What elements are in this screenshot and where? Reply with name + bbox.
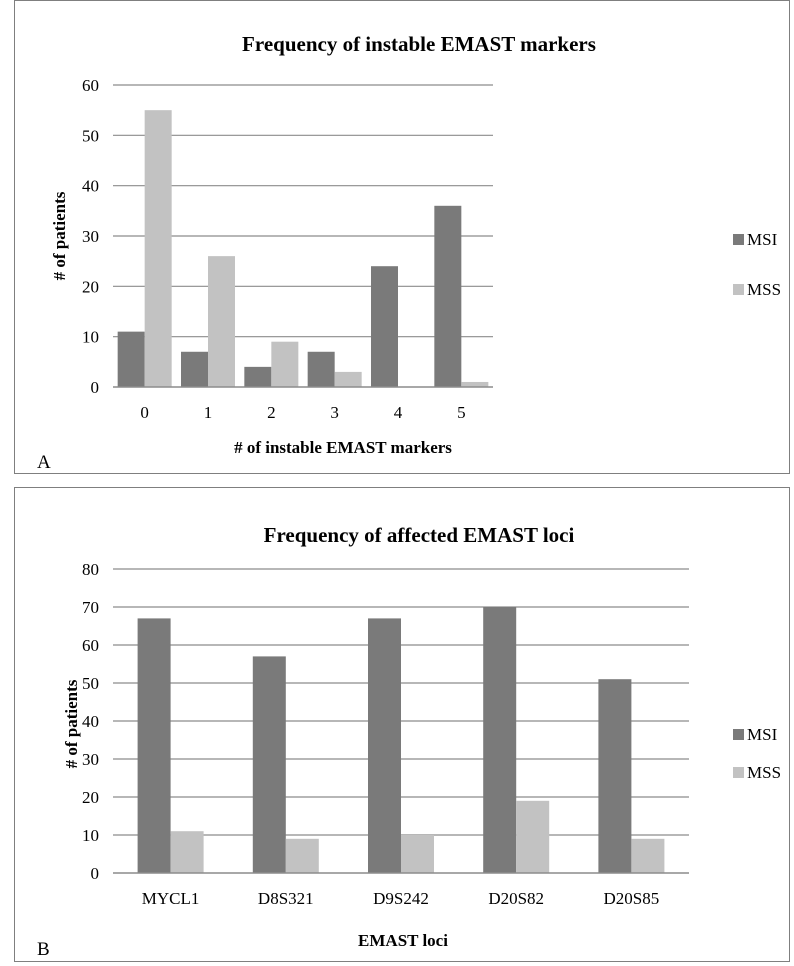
chart-b-bar-msi-d20s85 [598,679,632,873]
chart-a-bar-mss-0 [144,110,172,388]
chart-panel-a: Frequency of instable EMAST markers 0 10 2… [14,0,790,474]
chart-b-x-tick-label: D9S242 [373,889,429,908]
chart-a-y-tick-label: 10 [82,328,99,347]
chart-b-y-tick-label: 70 [82,598,99,617]
chart-a-y-tick-label: 30 [82,227,99,246]
chart-a-x-tick-label: 1 [204,403,213,422]
chart-b-legend: MSI MSS [733,725,781,782]
chart-a-svg: Frequency of instable EMAST markers 0102… [37,32,781,473]
chart-a-y-tick-label: 60 [82,76,99,95]
chart-b-bar-msi-mycl1 [137,618,171,873]
chart-a-title: Frequency of instable EMAST markers [242,32,596,56]
chart-a-legend-label-mss: MSS [747,280,781,299]
chart-b-panel-label: B [37,939,50,960]
chart-b-x-tick-label: D8S321 [258,889,314,908]
chart-a-bar-mss-5 [461,381,489,387]
chart-a-bar-msi-4 [371,266,398,387]
chart-b-y-tick-label: 30 [82,750,99,769]
chart-a-x-tick-label: 5 [457,403,466,422]
chart-a-bar-msi-1 [181,351,208,387]
chart-panel-b: Frequency of affected EMAST loci 0 10 20 30… [14,487,790,962]
chart-b-y-tick-label: 10 [82,826,99,845]
chart-a-x-tick-label: 3 [330,403,339,422]
chart-a-legend-swatch-mss [733,284,744,295]
chart-b-bar-msi-d8s321 [252,656,286,873]
chart-a-bar-msi-2 [244,366,272,387]
chart-a-bar-mss-3 [334,371,362,387]
chart-b-x-tick-label: D20S85 [604,889,660,908]
chart-a-x-tick-label: 2 [267,403,276,422]
chart-a-x-tick-label: 0 [140,403,149,422]
chart-b-x-axis-label: EMAST loci [358,931,448,950]
chart-a-bar-mss-1 [208,256,235,387]
chart-a-bar-msi-5 [434,205,462,387]
chart-a-y-tick-label: 40 [82,177,99,196]
chart-b-bar-mss-d20s82 [516,800,550,873]
chart-b-y-tick-label: 0 [91,864,100,883]
chart-b-x-tick-label: MYCL1 [142,889,200,908]
chart-a-bar-msi-0 [117,331,145,387]
chart-a-bar-mss-2 [271,341,299,387]
chart-b-y-tick-label: 50 [82,674,99,693]
chart-b-bar-mss-d8s321 [285,838,319,873]
chart-b-title: Frequency of affected EMAST loci [264,523,575,547]
chart-a-legend-label-msi: MSI [747,230,778,249]
chart-b-x-tick-label: D20S82 [488,889,544,908]
chart-a-legend-swatch-msi [733,234,744,245]
chart-b-legend-label-msi: MSI [747,725,778,744]
chart-a-x-tick-label: 4 [394,403,403,422]
chart-a-y-tick-label: 0 [91,378,100,397]
chart-b-y-tick-label: 40 [82,712,99,731]
chart-a-panel-label: A [37,452,51,473]
chart-b-bar-msi-d20s82 [483,607,517,873]
chart-b-legend-label-mss: MSS [747,763,781,782]
chart-b-y-tick-label: 60 [82,636,99,655]
chart-b-y-tick-label: 80 [82,560,99,579]
chart-b-bar-mss-d9s242 [401,835,434,873]
chart-a-bar-msi-3 [307,351,335,387]
chart-b-bar-mss-mycl1 [170,831,204,873]
chart-b-legend-swatch-mss [733,767,744,778]
chart-a-y-tick-label: 50 [82,126,99,145]
chart-a-y-axis-label: # of patients [50,191,69,280]
chart-a-y-tick-label: 20 [82,277,99,296]
chart-a-x-axis-label: # of instable EMAST markers [234,438,452,457]
chart-a-legend: MSI MSS [733,230,781,299]
chart-b-bar-msi-d9s242 [368,618,401,873]
chart-b-svg: Frequency of affected EMAST loci 0 10 20 30… [37,523,781,960]
chart-b-legend-swatch-msi [733,729,744,740]
chart-b-y-tick-label: 20 [82,788,99,807]
chart-b-y-axis-label: # of patients [62,679,81,768]
chart-b-bar-mss-d20s85 [631,838,665,873]
